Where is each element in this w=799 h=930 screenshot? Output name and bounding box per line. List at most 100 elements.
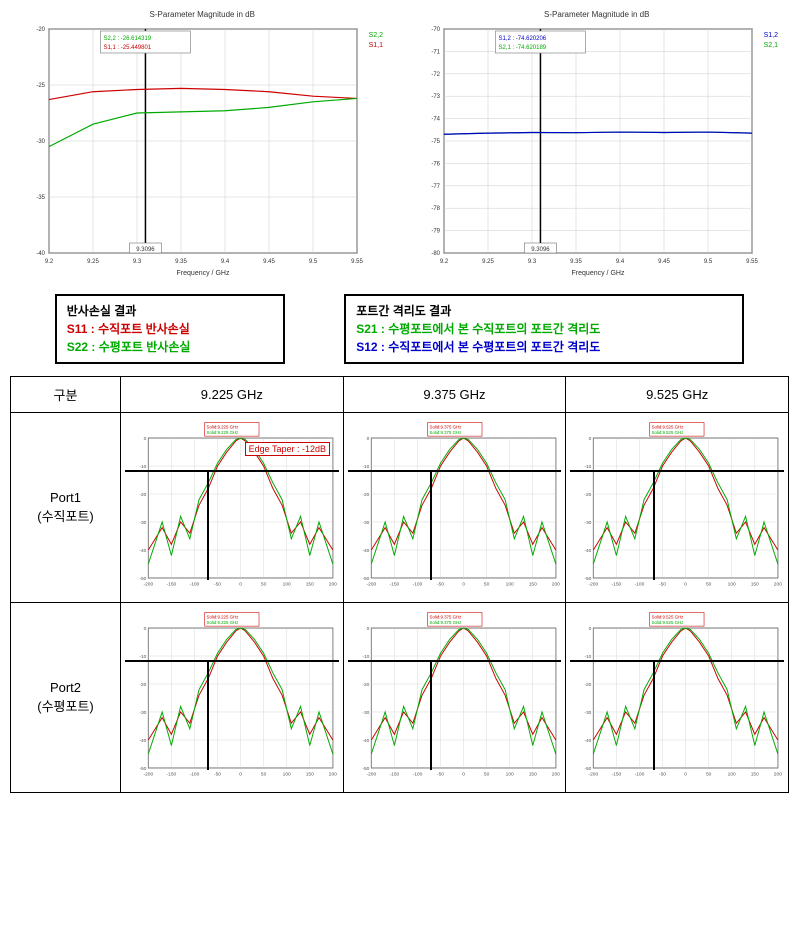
svg-text:200: 200 [329, 581, 337, 587]
svg-text:200: 200 [774, 771, 782, 777]
svg-text:Solid:9.525 GHz: Solid:9.525 GHz [652, 424, 684, 429]
svg-text:150: 150 [751, 581, 759, 587]
svg-text:-35: -35 [37, 195, 46, 201]
svg-text:9.25: 9.25 [87, 259, 99, 265]
svg-text:-72: -72 [431, 72, 440, 78]
svg-text:S2,1 : -74.620189: S2,1 : -74.620189 [498, 45, 546, 51]
svg-text:-76: -76 [431, 161, 440, 167]
svg-text:-75: -75 [431, 139, 440, 145]
top-charts-row: S-Parameter Magnitude in dB 9.2 9.25 9.3 9.… [10, 10, 789, 286]
svg-text:100: 100 [505, 581, 513, 587]
svg-text:-30: -30 [362, 709, 369, 715]
svg-text:50: 50 [484, 771, 490, 777]
svg-text:-10: -10 [585, 463, 592, 469]
svg-text:200: 200 [551, 771, 559, 777]
svg-text:0: 0 [589, 436, 592, 442]
pattern-cell: -200-150-100-500501001502000-10-20-30-40… [343, 413, 566, 603]
isolation-legend: 포트간 격리도 결과 S21 : 수평포트에서 본 수직포트의 포트간 격리도 … [344, 294, 744, 364]
svg-text:-40: -40 [139, 547, 146, 553]
svg-text:-20: -20 [139, 681, 146, 687]
svg-text:-200: -200 [143, 581, 153, 587]
svg-text:50: 50 [261, 771, 267, 777]
svg-text:150: 150 [306, 581, 314, 587]
svg-text:-80: -80 [431, 251, 440, 257]
svg-text:-150: -150 [167, 581, 177, 587]
legend-s22: S22 : 수평포트 반사손실 [67, 338, 273, 356]
svg-text:-50: -50 [362, 575, 369, 581]
svg-text:Solid:9.525 GHz: Solid:9.525 GHz [652, 620, 684, 625]
svg-text:-200: -200 [589, 771, 599, 777]
svg-text:Solid:9.375 GHz: Solid:9.375 GHz [429, 620, 461, 625]
svg-text:S1,2 : -74.620206: S1,2 : -74.620206 [498, 36, 546, 42]
svg-text:-50: -50 [585, 575, 592, 581]
radiation-pattern-svg: -200-150-100-500501001502000-10-20-30-40… [348, 608, 562, 788]
svg-text:-150: -150 [612, 771, 622, 777]
return-loss-svg: 9.29.259.39.359.49.459.59.55-20-25-30-35… [17, 21, 387, 281]
svg-text:-50: -50 [139, 575, 146, 581]
svg-text:-73: -73 [431, 94, 440, 100]
legend-row: 반사손실 결과 S11 : 수직포트 반사손실 S22 : 수평포트 반사손실 … [10, 294, 789, 364]
isolation-svg: 9.29.259.39.359.49.459.59.55-70-71-72-73… [412, 21, 782, 281]
svg-text:50: 50 [706, 771, 712, 777]
svg-text:100: 100 [728, 771, 736, 777]
isolation-chart: S-Parameter Magnitude in dB 9.29.259.39.… [412, 10, 782, 286]
svg-text:-100: -100 [412, 771, 422, 777]
svg-text:9.55: 9.55 [351, 259, 363, 265]
table-row: Port2(수평포트)-200-150-100-500501001502000-… [11, 603, 789, 793]
svg-text:-40: -40 [585, 737, 592, 743]
svg-text:9.3096: 9.3096 [137, 247, 156, 253]
svg-text:-50: -50 [659, 771, 666, 777]
svg-text:-30: -30 [362, 519, 369, 525]
chart-title: S-Parameter Magnitude in dB [17, 10, 387, 19]
svg-text:-40: -40 [585, 547, 592, 553]
pattern-table: 구분 9.225 GHz 9.375 GHz 9.525 GHz Port1(수… [10, 376, 789, 793]
svg-text:Solid:9.375 GHz: Solid:9.375 GHz [429, 430, 461, 435]
svg-text:0: 0 [239, 581, 242, 587]
svg-text:-20: -20 [585, 491, 592, 497]
svg-text:-50: -50 [214, 581, 221, 587]
svg-text:9.4: 9.4 [221, 259, 230, 265]
svg-text:-150: -150 [389, 581, 399, 587]
return-loss-legend: 반사손실 결과 S11 : 수직포트 반사손실 S22 : 수평포트 반사손실 [55, 294, 285, 364]
svg-text:-100: -100 [412, 581, 422, 587]
edge-taper-label: Edge Taper : -12dB [245, 442, 330, 456]
svg-text:-30: -30 [139, 519, 146, 525]
svg-text:Solid:9.525 GHz: Solid:9.525 GHz [652, 430, 684, 435]
svg-text:-20: -20 [362, 491, 369, 497]
svg-text:100: 100 [505, 771, 513, 777]
svg-text:Solid:9.525 GHz: Solid:9.525 GHz [652, 614, 684, 619]
svg-text:50: 50 [261, 581, 267, 587]
svg-text:-70: -70 [431, 27, 440, 33]
svg-text:-30: -30 [37, 139, 46, 145]
svg-text:0: 0 [366, 626, 369, 632]
row-label: Port2(수평포트) [11, 603, 121, 793]
col-gubun: 구분 [11, 377, 121, 413]
svg-text:Solid:9.225 GHz: Solid:9.225 GHz [207, 620, 239, 625]
svg-text:9.2: 9.2 [440, 259, 449, 265]
svg-text:-100: -100 [635, 771, 645, 777]
svg-text:-30: -30 [585, 519, 592, 525]
svg-text:0: 0 [685, 771, 688, 777]
svg-text:9.2: 9.2 [45, 259, 54, 265]
svg-text:S2,1: S2,1 [763, 42, 778, 49]
svg-text:9.5: 9.5 [704, 259, 713, 265]
svg-text:9.5: 9.5 [309, 259, 318, 265]
svg-text:-50: -50 [437, 581, 444, 587]
pattern-cell: -200-150-100-500501001502000-10-20-30-40… [343, 603, 566, 793]
svg-text:-25: -25 [37, 83, 46, 89]
radiation-pattern-svg: -200-150-100-500501001502000-10-20-30-40… [570, 608, 784, 788]
svg-text:Solid:9.225 GHz: Solid:9.225 GHz [207, 424, 239, 429]
legend-s21: S21 : 수평포트에서 본 수직포트의 포트간 격리도 [356, 320, 732, 338]
svg-text:9.3: 9.3 [528, 259, 537, 265]
pattern-cell: -200-150-100-500501001502000-10-20-30-40… [121, 603, 344, 793]
svg-text:-79: -79 [431, 229, 440, 235]
svg-text:0: 0 [366, 436, 369, 442]
return-loss-chart: S-Parameter Magnitude in dB 9.29.259.39.… [17, 10, 387, 286]
svg-text:-100: -100 [635, 581, 645, 587]
pattern-cell: -200-150-100-500501001502000-10-20-30-40… [566, 603, 789, 793]
svg-text:9.35: 9.35 [570, 259, 582, 265]
col-f3: 9.525 GHz [566, 377, 789, 413]
svg-text:-100: -100 [190, 771, 200, 777]
svg-text:200: 200 [329, 771, 337, 777]
svg-text:-30: -30 [139, 709, 146, 715]
